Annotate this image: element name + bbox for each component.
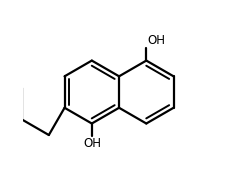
Text: OH: OH — [147, 34, 165, 47]
Text: OH: OH — [83, 137, 101, 150]
